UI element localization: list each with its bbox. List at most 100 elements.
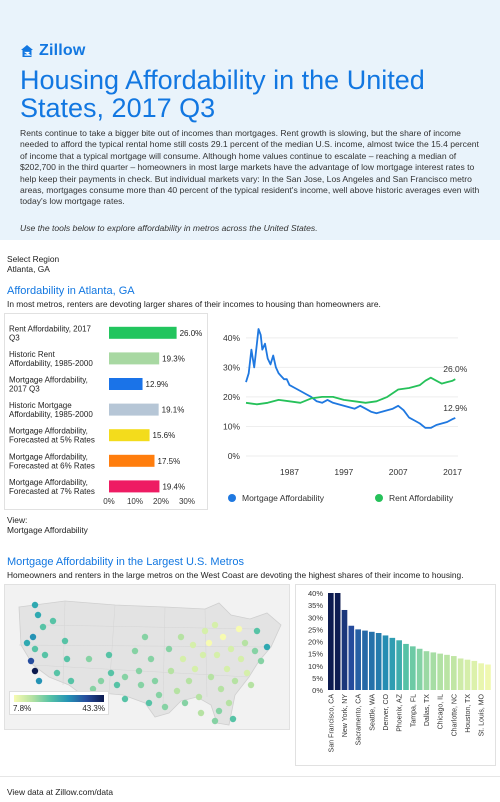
metro-dot[interactable]	[141, 633, 149, 641]
metro-dot[interactable]	[167, 667, 175, 675]
metro-dot[interactable]	[253, 627, 261, 635]
metro-bar[interactable]	[485, 664, 491, 690]
bar[interactable]	[109, 429, 150, 442]
view-select[interactable]: Mortgage Affordability	[7, 525, 88, 535]
metro-dot[interactable]	[247, 681, 255, 689]
legend-marker-mortgage[interactable]	[228, 494, 236, 502]
metro-bar[interactable]	[451, 656, 457, 690]
metro-bar[interactable]	[396, 640, 402, 690]
legend-label-mortgage[interactable]: Mortgage Affordability	[242, 493, 325, 503]
metro-dot[interactable]	[135, 667, 143, 675]
metro-bar[interactable]	[369, 631, 375, 690]
metro-dot[interactable]	[61, 637, 69, 645]
metro-dot[interactable]	[27, 657, 35, 665]
bar[interactable]	[109, 480, 160, 493]
metro-dot[interactable]	[53, 669, 61, 677]
metro-dot[interactable]	[227, 645, 235, 653]
metro-dot[interactable]	[201, 627, 209, 635]
metro-dot[interactable]	[243, 669, 251, 677]
metro-bar[interactable]	[362, 630, 368, 690]
metro-bar[interactable]	[464, 659, 471, 690]
series-line[interactable]	[245, 376, 456, 406]
metro-dot[interactable]	[257, 657, 265, 665]
metro-dot[interactable]	[131, 647, 139, 655]
metro-dot[interactable]	[185, 677, 193, 685]
metro-bar[interactable]	[355, 629, 361, 690]
metro-dot[interactable]	[181, 699, 189, 707]
metro-dot[interactable]	[205, 639, 213, 647]
metro-dot[interactable]	[121, 673, 129, 681]
metro-bar[interactable]	[375, 633, 382, 690]
metro-dot[interactable]	[177, 633, 185, 641]
metro-dot[interactable]	[39, 623, 47, 631]
metro-dot[interactable]	[31, 667, 39, 675]
metro-bar[interactable]	[471, 660, 478, 690]
metro-dot[interactable]	[67, 677, 75, 685]
metro-dot[interactable]	[173, 687, 181, 695]
legend-marker-rent[interactable]	[375, 494, 383, 502]
metro-bar[interactable]	[341, 609, 348, 690]
metro-dot[interactable]	[121, 695, 129, 703]
footer-link[interactable]: View data at Zillow.com/data	[7, 787, 113, 797]
metro-dot[interactable]	[251, 647, 259, 655]
metro-dot[interactable]	[113, 681, 121, 689]
metro-dot[interactable]	[31, 601, 39, 609]
metro-dot[interactable]	[147, 655, 155, 663]
metro-dot[interactable]	[241, 639, 249, 647]
metro-dot[interactable]	[165, 645, 173, 653]
bar[interactable]	[109, 454, 155, 467]
metro-dot[interactable]	[49, 617, 57, 625]
metro-bar[interactable]	[416, 648, 423, 690]
metro-dot[interactable]	[213, 651, 221, 659]
metro-dot[interactable]	[97, 677, 105, 685]
metro-dot[interactable]	[229, 715, 237, 723]
metro-dot[interactable]	[107, 669, 115, 677]
metro-dot[interactable]	[207, 673, 215, 681]
metro-dot[interactable]	[105, 651, 113, 659]
metro-dot[interactable]	[215, 707, 223, 715]
metro-dot[interactable]	[89, 685, 97, 693]
metro-bar[interactable]	[444, 654, 450, 690]
metro-bar[interactable]	[328, 593, 334, 690]
metro-bar[interactable]	[437, 653, 443, 690]
zillow-logo[interactable]: Zillow	[20, 42, 86, 60]
metro-dot[interactable]	[179, 655, 187, 663]
bar[interactable]	[109, 403, 159, 416]
metro-bar[interactable]	[457, 658, 464, 690]
series-line[interactable]	[245, 328, 456, 429]
region-select[interactable]: Atlanta, GA	[7, 264, 50, 274]
metro-dot[interactable]	[263, 643, 271, 651]
metro-dot[interactable]	[223, 665, 231, 673]
metro-bar[interactable]	[410, 646, 416, 690]
metro-bar[interactable]	[389, 637, 396, 690]
metro-dot[interactable]	[161, 703, 169, 711]
metro-dot[interactable]	[217, 685, 225, 693]
bar[interactable]	[109, 326, 177, 339]
metro-dot[interactable]	[211, 717, 219, 725]
metro-bar[interactable]	[348, 625, 355, 690]
metro-dot[interactable]	[237, 655, 245, 663]
metro-bar[interactable]	[478, 663, 484, 690]
metro-dot[interactable]	[145, 699, 153, 707]
metro-dot[interactable]	[34, 611, 42, 619]
metro-dot[interactable]	[29, 633, 37, 641]
metro-bar[interactable]	[382, 635, 389, 690]
metro-dot[interactable]	[211, 621, 219, 629]
metro-dot[interactable]	[235, 625, 243, 633]
metro-bar[interactable]	[430, 652, 437, 690]
metro-dot[interactable]	[23, 639, 31, 647]
legend-label-rent[interactable]: Rent Affordability	[389, 493, 454, 503]
metro-dot[interactable]	[189, 641, 197, 649]
metro-dot[interactable]	[151, 677, 159, 685]
metro-dot[interactable]	[85, 655, 93, 663]
metro-dot[interactable]	[41, 651, 49, 659]
metro-dot[interactable]	[231, 677, 239, 685]
metro-dot[interactable]	[219, 633, 227, 641]
metro-dot[interactable]	[199, 651, 207, 659]
metro-dot[interactable]	[137, 681, 145, 689]
metro-dot[interactable]	[155, 691, 163, 699]
metro-dot[interactable]	[35, 677, 43, 685]
metro-dot[interactable]	[191, 665, 199, 673]
bar[interactable]	[109, 352, 160, 365]
bar[interactable]	[109, 378, 143, 390]
